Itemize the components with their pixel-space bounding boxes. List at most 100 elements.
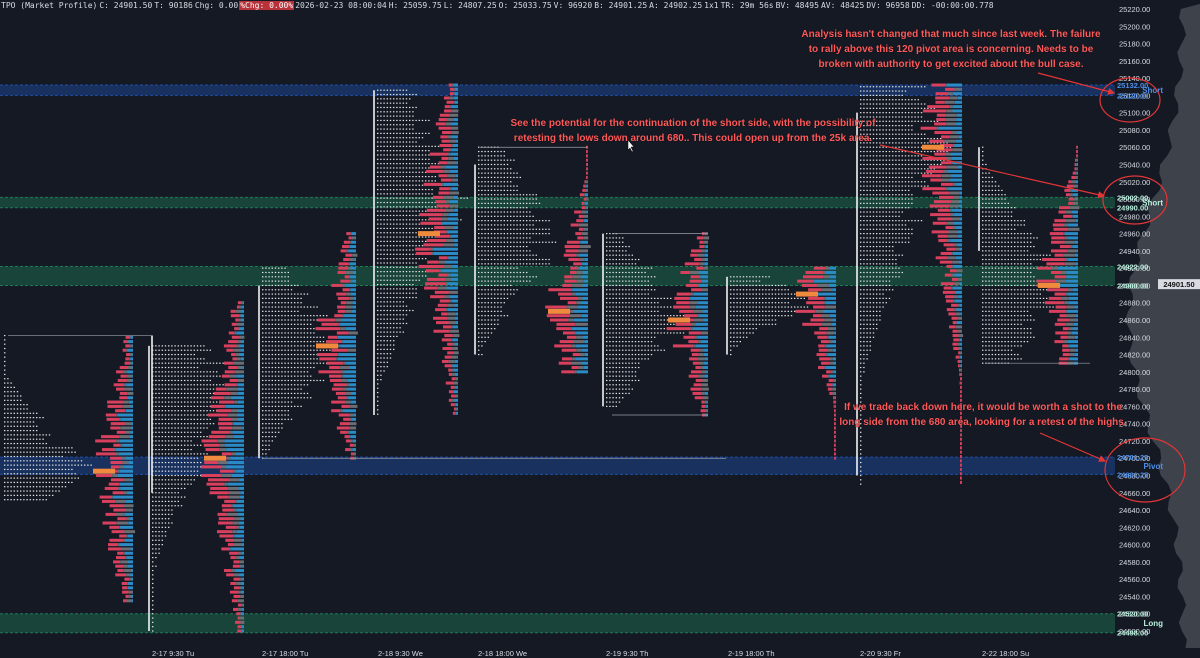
tpo-letter: [402, 119, 404, 122]
tpo-letter: [152, 509, 154, 511]
volume-bar-buy: [344, 314, 356, 318]
tpo-letter: [4, 404, 6, 406]
tpo-letter: [516, 258, 518, 261]
tpo-letter: [187, 345, 189, 347]
volume-bar-buy: [238, 353, 244, 357]
tpo-letter: [158, 513, 160, 515]
tpo-letter: [310, 379, 312, 382]
tpo-letter: [478, 310, 480, 312]
tpo-letter: [625, 289, 627, 291]
tpo-letter: [638, 258, 640, 261]
tpo-letter: [7, 408, 9, 410]
volume-bar-mid: [454, 87, 456, 91]
tpo-letter: [437, 163, 440, 165]
tpo-letter: [412, 214, 414, 217]
tpo-letter: [625, 379, 627, 382]
volume-bar-buy: [453, 96, 458, 100]
tpo-letter: [609, 332, 611, 334]
tpo-letter: [529, 250, 531, 252]
tpo-letter: [200, 405, 202, 407]
tpo-letter: [500, 254, 502, 256]
tpo-letter: [670, 323, 672, 325]
tpo-letter: [377, 219, 379, 221]
volume-bar-mid: [227, 486, 239, 490]
tpo-letter: [428, 180, 430, 182]
tpo-letter: [193, 384, 195, 386]
volume-bar-buy: [350, 266, 356, 270]
volume-bar-mid: [566, 305, 578, 309]
tpo-letter: [171, 492, 173, 494]
volume-bar-mid: [576, 335, 583, 339]
tpo-letter: [187, 375, 189, 377]
volume-bar-sell: [561, 370, 575, 374]
volume-bar-mid: [239, 560, 244, 564]
volume-bar-buy: [452, 264, 458, 268]
tpo-letter: [52, 494, 54, 496]
tpo-letter: [180, 496, 183, 498]
tpo-letter: [152, 392, 154, 395]
tpo-letter: [409, 193, 411, 195]
tpo-letter: [638, 332, 640, 334]
tpo-letter: [155, 444, 157, 446]
tpo-letter: [393, 214, 395, 217]
tpo-letter: [42, 499, 44, 501]
tpo-letter: [161, 401, 163, 403]
tpo-letter: [405, 288, 408, 290]
volume-bar-buy: [448, 256, 458, 260]
tpo-letter: [389, 106, 392, 109]
tpo-letter: [399, 102, 401, 104]
volume-bar-sell: [578, 227, 584, 231]
tpo-letter: [402, 288, 404, 290]
tpo-letter: [377, 210, 379, 212]
tpo-letter: [297, 349, 299, 351]
tpo-letter: [26, 417, 28, 419]
tpo-letter: [10, 395, 12, 397]
volume-bar-mid: [233, 534, 235, 538]
tpo-letter: [487, 176, 489, 179]
volume-bar-mid: [437, 286, 447, 290]
tpo-letter: [389, 150, 392, 152]
volume-bar-sell: [586, 158, 588, 162]
tpo-letter: [522, 245, 525, 248]
tpo-letter: [386, 353, 388, 355]
volume-bar-buy: [241, 538, 244, 542]
tpo-letter: [497, 319, 499, 321]
tpo-letter: [606, 289, 608, 291]
tpo-letter: [650, 297, 653, 300]
tpo-letter: [506, 185, 509, 187]
tpo-letter: [377, 374, 379, 376]
tpo-letter: [377, 137, 379, 139]
tpo-letter: [190, 470, 192, 472]
tpo-letter: [300, 379, 302, 382]
tpo-letter: [405, 102, 408, 104]
tpo-letter: [622, 397, 624, 399]
tpo-letter: [481, 345, 483, 347]
tpo-letter: [265, 362, 267, 364]
tpo-letter: [609, 302, 611, 304]
tpo-letter: [396, 262, 398, 264]
tpo-letter: [484, 336, 486, 338]
tpo-letter: [281, 384, 283, 386]
tpo-letter: [609, 254, 611, 256]
tpo-letter: [177, 448, 179, 451]
tpo-letter: [399, 214, 401, 217]
tpo-letter: [402, 201, 404, 204]
tpo-letter: [545, 220, 547, 222]
info-item-16: DV: 96958: [866, 1, 910, 10]
volume-bar-mid: [347, 266, 351, 270]
tpo-letter: [377, 379, 379, 381]
volume-bar-mid: [233, 348, 241, 352]
tpo-letter: [23, 455, 25, 458]
tpo-letter: [262, 289, 264, 291]
tpo-letter: [284, 392, 286, 395]
tpo-letter: [634, 375, 637, 377]
tpo-letter: [32, 417, 35, 419]
volume-bar-mid: [446, 239, 454, 243]
tpo-letter: [650, 306, 653, 308]
volume-bar-mid: [229, 374, 237, 378]
tpo-letter: [290, 289, 293, 291]
tpo-letter: [399, 288, 401, 290]
tpo-letter: [641, 276, 643, 278]
tpo-letter: [380, 296, 382, 299]
